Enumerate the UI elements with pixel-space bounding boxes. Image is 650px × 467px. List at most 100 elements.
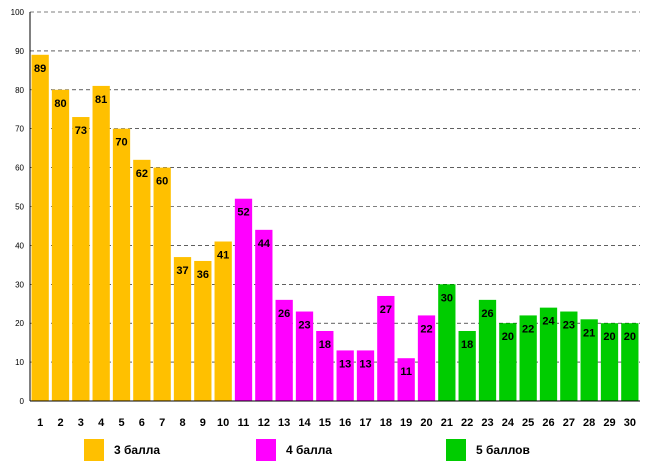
bar-17 (356, 350, 375, 401)
bar-24 (499, 323, 517, 401)
bar-27 (560, 311, 578, 401)
x-tick-label-16: 16 (339, 417, 351, 429)
data-label-17: 13 (359, 358, 371, 370)
x-tick-label-3: 3 (78, 417, 84, 429)
x-tick-label-20: 20 (420, 417, 432, 429)
data-label-22: 18 (461, 339, 473, 351)
bar-5 (112, 128, 131, 401)
y-tick-label-50: 50 (15, 203, 24, 212)
data-labels: 89 80 73 81 70 62 60 37 36 41 52 44 26 23 18 13 13 27 11 22… (34, 63, 636, 378)
x-tick-label-29: 29 (603, 417, 615, 429)
data-label-18: 27 (380, 304, 392, 316)
y-tick-label-60: 60 (15, 164, 24, 173)
bar-14 (295, 311, 314, 401)
data-label-9: 36 (197, 269, 209, 281)
x-tick-label-4: 4 (98, 417, 105, 429)
data-label-5: 70 (115, 137, 127, 149)
y-tick-label-20: 20 (15, 319, 24, 328)
bar-28 (580, 319, 598, 401)
legend-swatch-1 (84, 439, 104, 461)
data-label-7: 60 (156, 176, 168, 188)
legend-label-2: 4 балла (286, 443, 333, 457)
data-label-27: 23 (563, 320, 575, 332)
data-label-14: 23 (298, 320, 310, 332)
bar-2 (51, 89, 70, 402)
x-tick-label-15: 15 (319, 417, 331, 429)
bar-19 (397, 358, 415, 401)
x-tick-label-23: 23 (481, 417, 493, 429)
data-label-1: 89 (34, 63, 46, 75)
y-tick-label-90: 90 (15, 47, 24, 56)
x-tick-label-24: 24 (502, 417, 515, 429)
data-label-20: 22 (420, 323, 432, 335)
bar-12 (255, 229, 273, 401)
x-tick-label-12: 12 (258, 417, 270, 429)
data-label-15: 18 (319, 339, 331, 351)
legend-swatch-2 (256, 439, 276, 461)
bar-10 (214, 241, 232, 401)
legend-label-1: 3 балла (114, 443, 161, 457)
bar-15 (316, 330, 334, 401)
x-tick-label-14: 14 (298, 417, 311, 429)
bar-18 (377, 295, 395, 401)
bar-6 (133, 159, 151, 401)
x-tick-label-17: 17 (359, 417, 371, 429)
x-tick-label-11: 11 (238, 417, 250, 429)
bar-20 (417, 315, 436, 401)
x-tick-label-19: 19 (400, 417, 412, 429)
data-label-21: 30 (441, 292, 453, 304)
x-tick-label-8: 8 (179, 417, 185, 429)
x-tick-label-2: 2 (57, 417, 63, 429)
data-label-23: 26 (481, 308, 493, 320)
x-tick-label-21: 21 (441, 417, 453, 429)
y-tick-label-40: 40 (15, 241, 24, 250)
x-tick-label-28: 28 (583, 417, 595, 429)
bar-26 (539, 307, 558, 401)
data-label-6: 62 (136, 168, 148, 180)
data-label-11: 52 (237, 207, 249, 219)
y-tick-label-80: 80 (15, 86, 24, 95)
x-tick-label-6: 6 (139, 417, 145, 429)
data-label-13: 26 (278, 308, 290, 320)
legend-label-3: 5 баллов (476, 443, 530, 457)
data-label-25: 22 (522, 323, 534, 335)
data-label-8: 37 (176, 265, 188, 277)
bars (31, 54, 639, 402)
y-tick-label-100: 100 (11, 8, 25, 17)
y-tick-label-0: 0 (20, 397, 25, 406)
y-tick-label-70: 70 (15, 125, 24, 134)
bar-13 (275, 299, 293, 401)
bar-1 (31, 54, 49, 401)
data-label-12: 44 (258, 238, 271, 250)
data-label-26: 24 (542, 316, 555, 328)
x-tick-label-1: 1 (37, 417, 43, 429)
bar-8 (173, 257, 192, 401)
x-tick-label-7: 7 (159, 417, 165, 429)
x-tick-label-9: 9 (200, 417, 206, 429)
bar-4 (92, 85, 110, 401)
bar-16 (336, 350, 354, 401)
bar-21 (438, 284, 456, 401)
legend-swatch-3 (446, 439, 466, 461)
data-label-29: 20 (603, 331, 615, 343)
bar-23 (478, 299, 497, 401)
bar-9 (194, 260, 212, 401)
bar-11 (234, 198, 253, 401)
data-label-16: 13 (339, 358, 351, 370)
legend-item-2: 4 балла (256, 437, 332, 463)
data-label-24: 20 (502, 331, 514, 343)
x-tick-label-30: 30 (624, 417, 636, 429)
y-tick-label-30: 30 (15, 280, 24, 289)
x-tick-label-22: 22 (461, 417, 473, 429)
bar-29 (600, 323, 619, 401)
data-label-3: 73 (75, 125, 87, 137)
data-label-28: 21 (583, 327, 595, 339)
data-label-4: 81 (95, 94, 107, 106)
x-tick-label-27: 27 (563, 417, 575, 429)
legend-item-1: 3 балла (84, 437, 160, 463)
bar-22 (458, 330, 476, 401)
legend-item-3: 5 баллов (446, 437, 530, 463)
bar-25 (519, 315, 537, 401)
